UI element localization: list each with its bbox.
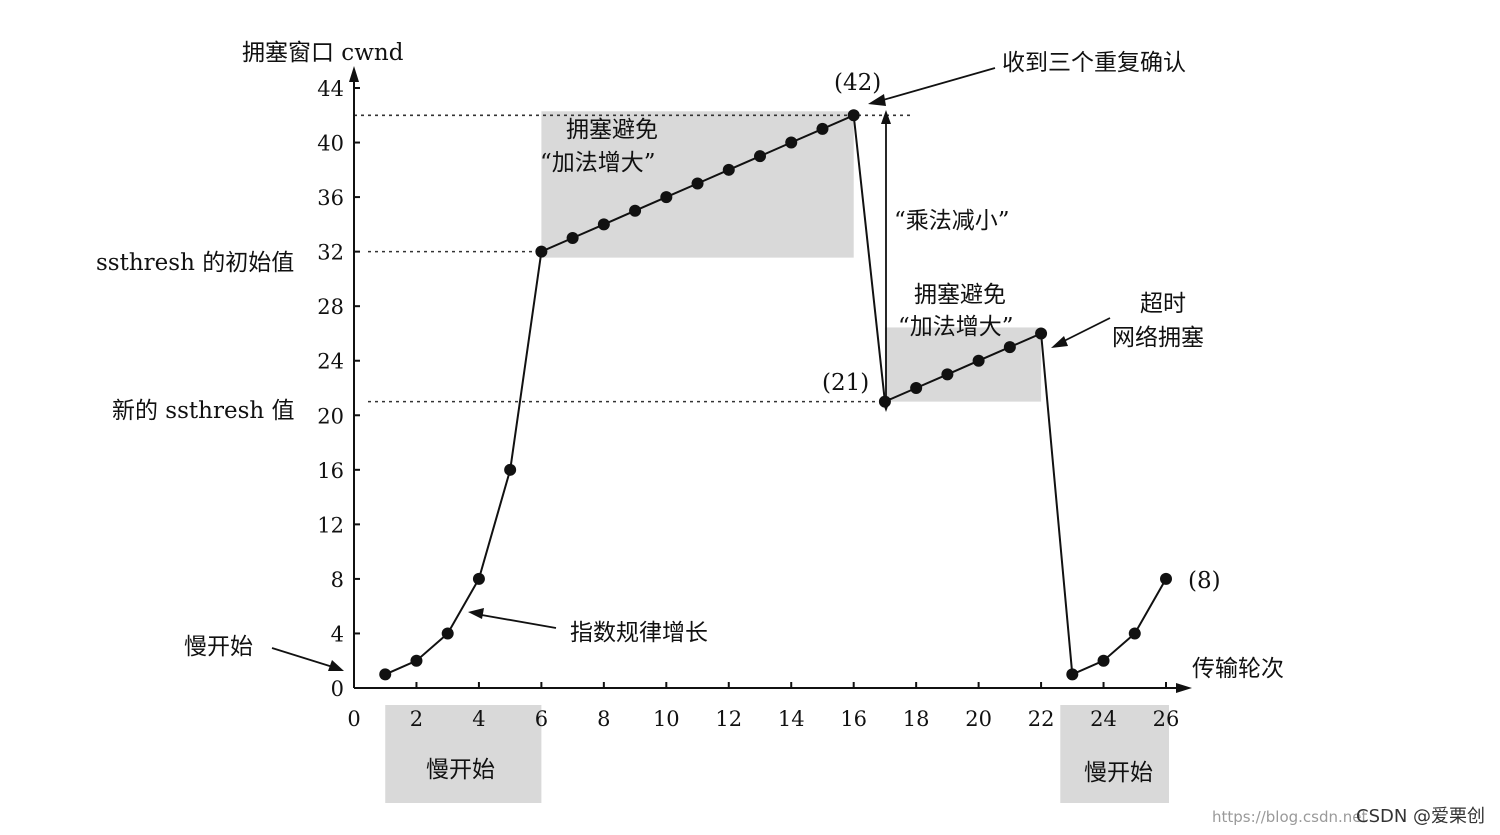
x-axis-arrow [1176, 683, 1192, 693]
x-tick-label: 20 [965, 707, 992, 731]
y-axis-arrow [349, 66, 359, 82]
data-point [972, 354, 985, 367]
watermark-brand: CSDN @爱栗创 [1356, 806, 1485, 827]
timeout-label-line1: 超时 [1140, 291, 1186, 317]
y-tick-label: 16 [317, 459, 344, 483]
exponential-arrowhead [468, 608, 484, 619]
region-shade-slowstart-1 [385, 705, 542, 803]
data-point [535, 245, 548, 258]
region-label-slowstart-1: 慢开始 [426, 757, 495, 783]
decrease-top-arrowhead [881, 110, 891, 124]
region-label-ca2-line2: “加法增大” [898, 314, 1014, 340]
data-point [504, 463, 517, 476]
x-tick-label: 2 [410, 707, 423, 731]
x-tick-label: 16 [840, 707, 867, 731]
x-tick-label: 24 [1090, 707, 1117, 731]
x-tick-label: 10 [653, 707, 680, 731]
x-tick-label: 18 [903, 707, 930, 731]
y-tick-label: 0 [331, 677, 344, 701]
x-tick-label: 0 [347, 707, 360, 731]
data-point [847, 109, 860, 122]
x-axis-title: 传输轮次 [1192, 656, 1284, 682]
data-point [941, 368, 954, 381]
region-shade-slowstart-2 [1060, 705, 1169, 803]
data-point [629, 204, 642, 217]
y-tick-label: 4 [331, 622, 344, 646]
timeout-label-line2: 网络拥塞 [1112, 325, 1204, 351]
triple-ack-arrowhead [868, 94, 886, 106]
slow-start-left-label: 慢开始 [184, 634, 253, 660]
data-point [816, 122, 829, 135]
data-point [441, 627, 454, 640]
multiplicative-decrease-label: “乘法减小” [894, 208, 1010, 234]
region-label-ca1-line2: “加法增大” [540, 150, 656, 176]
x-tick-label: 4 [472, 707, 485, 731]
y-tick-label: 24 [317, 350, 344, 374]
y-axis-title: 拥塞窗口 cwnd [242, 40, 404, 66]
data-point [660, 191, 673, 204]
data-point [1035, 327, 1048, 340]
data-point [1003, 341, 1016, 354]
triple-ack-arrow [875, 67, 996, 103]
data-point [472, 572, 485, 585]
annotation-arrows [271, 67, 1111, 671]
region-label-ca1-line1: 拥塞避免 [566, 117, 658, 143]
watermark-url: https://blog.csdn.net [1212, 808, 1368, 826]
timeout-arrow [1057, 317, 1111, 345]
region-shading [385, 111, 1169, 803]
data-point [785, 136, 798, 149]
timeout-arrowhead [1051, 336, 1068, 348]
data-point [722, 163, 735, 176]
end-value-label: (8) [1188, 568, 1221, 594]
threshold-label-initial: ssthresh 的初始值 [96, 250, 294, 276]
slow-start-arrow [271, 647, 337, 669]
data-point [754, 150, 766, 163]
exponential-growth-label: 指数规律增长 [570, 620, 708, 646]
threshold-lines [354, 114, 913, 403]
data-point [1097, 654, 1110, 667]
slow-start-arrowhead [328, 660, 344, 671]
triple-ack-label: 收到三个重复确认 [1002, 50, 1186, 76]
y-tick-label: 12 [317, 513, 344, 537]
data-point [410, 654, 423, 667]
data-point [691, 177, 704, 190]
data-point [1160, 572, 1172, 585]
y-tick-label: 20 [317, 404, 344, 428]
data-point [910, 382, 923, 394]
data-point [566, 232, 579, 244]
data-point [1128, 627, 1141, 640]
decrease-bottom-arrowhead [881, 398, 891, 412]
x-tick-label: 14 [778, 707, 805, 731]
x-tick-label: 26 [1153, 707, 1180, 731]
axes [349, 66, 1192, 693]
peak-value-label: (42) [834, 70, 881, 96]
data-point [597, 218, 610, 231]
x-tick-label: 8 [597, 707, 610, 731]
y-tick-label: 36 [317, 186, 344, 210]
exponential-arrow [475, 613, 557, 629]
y-tick-label: 32 [317, 241, 344, 265]
data-point [379, 668, 392, 681]
x-tick-label: 22 [1028, 707, 1055, 731]
region-label-ca2-line1: 拥塞避免 [914, 282, 1006, 308]
y-tick-label: 44 [317, 77, 344, 101]
drop-value-label: (21) [822, 370, 869, 396]
y-tick-label: 40 [317, 132, 344, 156]
threshold-label-new: 新的 ssthresh 值 [112, 398, 295, 424]
y-tick-label: 8 [331, 568, 344, 592]
data-point [1066, 668, 1079, 681]
x-tick-label: 12 [715, 707, 742, 731]
region-label-slowstart-2: 慢开始 [1084, 760, 1153, 786]
y-tick-label: 28 [317, 295, 344, 319]
x-tick-label: 6 [535, 707, 548, 731]
